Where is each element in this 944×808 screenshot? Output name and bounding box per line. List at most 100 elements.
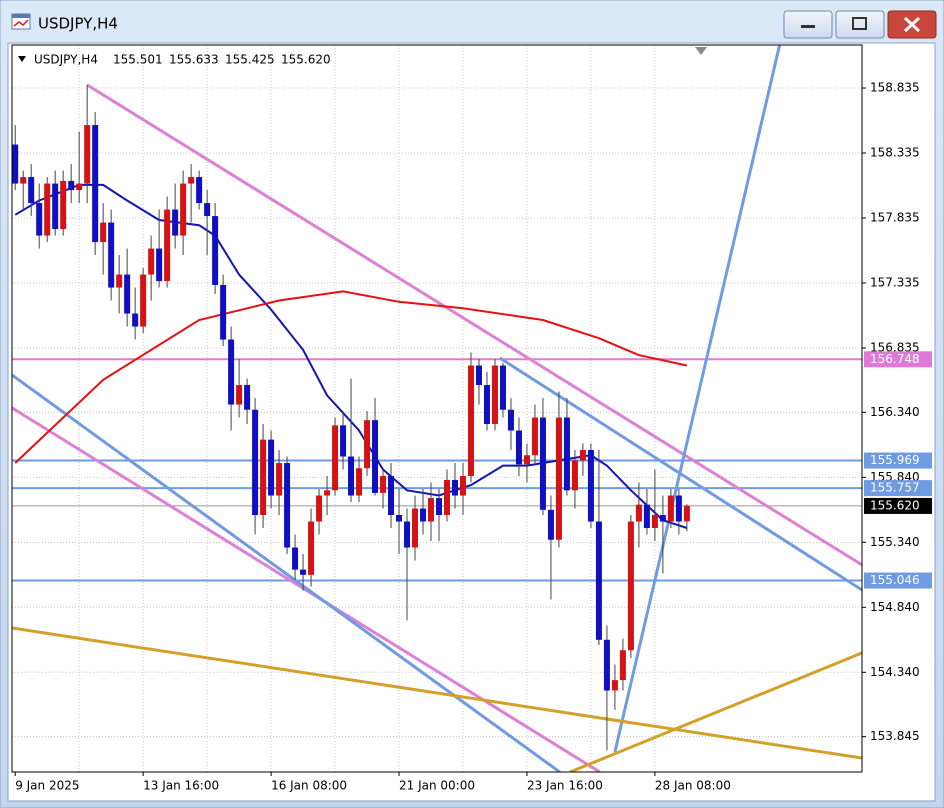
candle-body	[467, 365, 474, 477]
candle-body	[412, 508, 419, 548]
candle-body	[100, 222, 107, 243]
candle-body	[132, 313, 139, 327]
level-label-bg	[864, 480, 932, 497]
candle-body	[388, 476, 395, 516]
candle-body	[579, 450, 586, 461]
candle-body	[308, 521, 315, 575]
candle-body	[332, 425, 339, 491]
candle-body	[60, 180, 67, 230]
header-high: 155.633	[169, 53, 219, 67]
plot	[12, 45, 862, 772]
level-label: 156.748	[870, 352, 920, 366]
candle-body	[108, 222, 115, 288]
trendline	[613, 45, 782, 753]
current-price-label: 155.620	[870, 498, 920, 512]
candle-body	[443, 479, 450, 516]
candle-body	[372, 420, 379, 493]
minimize-button[interactable]	[783, 10, 833, 39]
candle-body	[348, 456, 355, 496]
current-price-bg	[864, 497, 932, 514]
x-tick-label: 16 Jan 08:00	[271, 779, 347, 793]
level-label-bg	[864, 572, 932, 589]
candle-body	[164, 209, 171, 282]
candle-body	[531, 417, 538, 456]
plot-frame	[11, 44, 863, 773]
candle-body	[475, 365, 482, 386]
candle-body	[523, 455, 530, 465]
header-close: 155.620	[281, 53, 331, 67]
maximize-button[interactable]	[835, 10, 885, 39]
candle-body	[36, 203, 43, 236]
candle-body	[76, 183, 83, 191]
trendline	[12, 626, 862, 760]
candle-body	[324, 490, 331, 496]
candle-body	[483, 385, 490, 425]
candle-body	[507, 409, 514, 431]
x-tick-label: 13 Jan 16:00	[143, 779, 219, 793]
candle-body	[435, 498, 442, 516]
candle-body	[571, 460, 578, 491]
candle-body	[124, 274, 131, 314]
candle-body	[587, 450, 594, 522]
candle-body	[547, 509, 554, 540]
candle-body	[611, 680, 618, 691]
candle-body	[220, 284, 227, 340]
y-tick-label: 158.335	[870, 146, 920, 160]
y-tick-label: 154.840	[870, 600, 920, 614]
level-label: 155.757	[870, 481, 920, 495]
candle-body	[252, 409, 259, 516]
close-button[interactable]	[887, 10, 937, 39]
candle-body	[396, 515, 403, 522]
candle-body	[563, 417, 570, 491]
header-symbol: USDJPY,H4	[34, 53, 98, 67]
level-label-bg	[864, 452, 932, 469]
candle-body	[92, 125, 99, 243]
trendline	[12, 373, 561, 772]
candle-body	[420, 508, 427, 522]
candle-body	[212, 216, 219, 285]
candle-body	[140, 274, 147, 327]
candle-body	[428, 498, 435, 522]
candle-body	[236, 385, 243, 405]
level-label-bg	[864, 351, 932, 368]
candle-body	[68, 180, 75, 191]
candle-body	[300, 569, 307, 575]
candle-body	[459, 476, 466, 496]
candle-body	[340, 425, 347, 457]
y-tick-label: 155.340	[870, 535, 920, 549]
candle-body	[643, 504, 650, 529]
level-label: 155.969	[870, 453, 920, 467]
header-open: 155.501	[113, 53, 163, 67]
candle-body	[20, 177, 27, 184]
header-arrow	[18, 56, 26, 62]
candle-body	[156, 248, 163, 282]
candle-body	[364, 420, 371, 469]
candle-body	[491, 365, 498, 425]
candle-body	[555, 417, 562, 540]
candle-body	[148, 248, 155, 275]
y-tick-label: 154.340	[870, 665, 920, 679]
candle-body	[619, 650, 626, 681]
candle-body	[451, 479, 458, 496]
candle-body	[196, 177, 203, 204]
x-tick-label: 21 Jan 00:00	[399, 779, 475, 793]
trendline	[569, 651, 862, 772]
chart-shift-marker	[695, 47, 707, 55]
candle-body	[172, 209, 179, 236]
candle-body	[659, 515, 666, 522]
level-label: 155.046	[870, 573, 920, 587]
candle-body	[260, 439, 267, 516]
y-tick-label: 153.845	[870, 729, 920, 743]
candle-body	[244, 385, 251, 410]
candle-body	[188, 177, 195, 184]
x-tick-label: 9 Jan 2025	[15, 779, 79, 793]
candle-body	[380, 476, 387, 493]
candle-body	[292, 547, 299, 570]
axes: 158.835 158.335 157.835 157.335 156.835 156.3…	[14, 81, 932, 793]
candle-body	[499, 365, 506, 410]
candle-body	[675, 495, 682, 522]
x-tick-label: 23 Jan 16:00	[527, 779, 603, 793]
candle-body	[635, 504, 642, 522]
trendline	[86, 83, 862, 567]
